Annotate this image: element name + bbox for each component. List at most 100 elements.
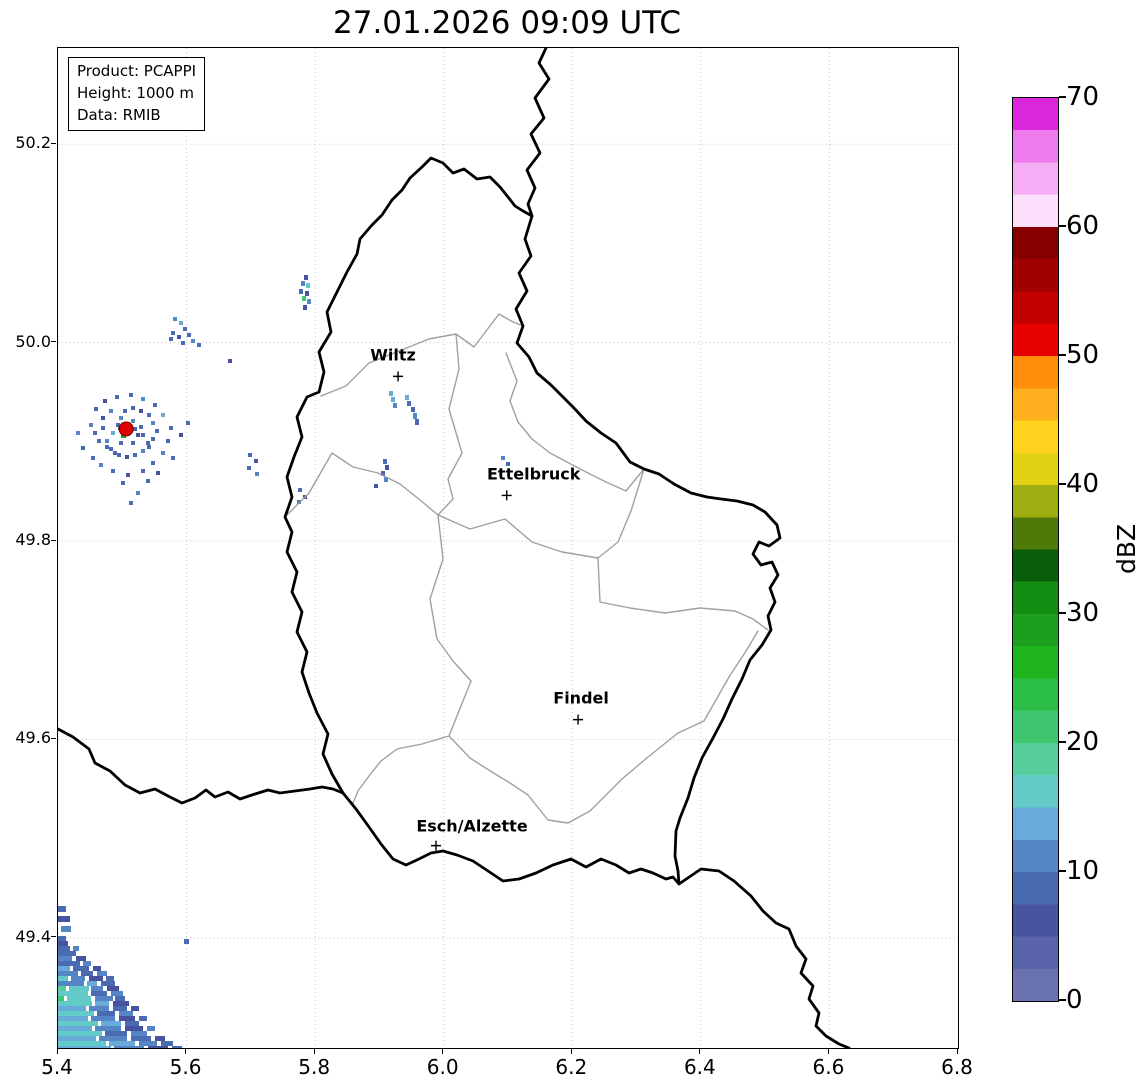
info-data-line: Data: RMIB — [77, 105, 161, 124]
x-tick-label: 5.6 — [169, 1055, 202, 1079]
echo-cell — [58, 1016, 88, 1021]
echo-cell — [405, 395, 409, 400]
echo-cell — [95, 1026, 121, 1031]
echo-cell — [58, 906, 66, 912]
district-borders — [284, 313, 769, 824]
echo-cell — [302, 296, 306, 301]
echo-cell — [106, 976, 114, 981]
echo-cell — [119, 416, 123, 420]
echo-cell — [133, 427, 137, 431]
district-border-path — [437, 468, 645, 559]
echo-cell — [139, 1041, 157, 1046]
echo-cell — [161, 413, 165, 417]
echo-cell — [146, 441, 150, 445]
echo-cell — [105, 439, 109, 443]
x-tick-mark — [570, 1049, 572, 1054]
echo-cell — [187, 333, 191, 337]
echo-cell — [113, 1006, 127, 1011]
x-tick-mark — [56, 1049, 58, 1054]
echo-cell — [248, 453, 252, 457]
country-border-path — [283, 156, 782, 886]
echo-cell — [304, 275, 308, 280]
y-tick-label: 49.4 — [15, 926, 51, 946]
city-plus-marker — [573, 714, 584, 725]
echo-cell — [91, 456, 95, 460]
district-border-path — [448, 630, 759, 824]
echo-cell — [83, 961, 91, 966]
echo-cell — [153, 403, 157, 407]
x-tick-mark — [185, 1049, 187, 1054]
echo-cell — [58, 956, 72, 961]
echo-cell — [89, 423, 93, 427]
echo-cell — [148, 1046, 168, 1048]
echo-cell — [99, 1036, 127, 1041]
echo-cell — [183, 327, 187, 331]
x-tick-label: 6.0 — [426, 1055, 459, 1079]
x-tick-mark — [313, 1049, 315, 1054]
echo-cell — [415, 419, 419, 425]
echo-cell — [119, 1016, 135, 1021]
echo-cell — [58, 1026, 92, 1031]
echo-cell — [125, 1021, 139, 1026]
echo-cell — [255, 472, 259, 476]
echo-cell — [58, 966, 70, 971]
echo-cell — [58, 916, 70, 922]
echo-cell — [129, 393, 133, 397]
colorbar-tick-mark — [1059, 225, 1066, 227]
echo-cell — [177, 335, 181, 339]
echo-cell — [147, 1026, 155, 1031]
echo-cell — [105, 1031, 127, 1036]
radar-echoes — [58, 275, 510, 1048]
echo-cell — [58, 996, 64, 1001]
x-tick-mark — [827, 1049, 829, 1054]
echo-cell — [181, 341, 185, 345]
echo-cell — [151, 461, 155, 465]
echo-cell — [113, 1001, 129, 1006]
district-border-path — [437, 333, 463, 516]
echo-cell — [58, 936, 66, 941]
colorbar-label: dBZ — [1112, 523, 1141, 574]
city-annotations: Wiltz Ettelbruck Findel Esch/Alzette — [370, 345, 609, 851]
colorbar-gradient — [1012, 97, 1059, 1002]
echo-cell — [111, 469, 115, 473]
x-tick-label: 6.8 — [941, 1055, 973, 1079]
echo-cell — [303, 305, 307, 310]
colorbar-tick-label: 40 — [1066, 469, 1100, 499]
echo-cell — [95, 996, 113, 1001]
echo-cell — [58, 991, 88, 996]
echo-cell — [173, 317, 177, 321]
echo-cell — [179, 433, 183, 437]
echo-cell — [179, 321, 183, 325]
echo-cell — [254, 459, 258, 463]
echo-cell — [131, 419, 135, 423]
echo-cell — [117, 453, 121, 457]
echo-cell — [141, 449, 145, 453]
echo-cell — [169, 426, 173, 430]
echo-cell — [125, 455, 129, 459]
echo-cell — [385, 465, 389, 470]
echo-cell — [91, 991, 107, 996]
echo-cell — [58, 1031, 102, 1036]
country-border-path — [677, 867, 851, 1048]
city-plus-marker — [501, 490, 512, 501]
echo-cell — [155, 1036, 165, 1041]
figure-title: 27.01.2026 09:09 UTC — [333, 5, 681, 41]
echo-cell — [147, 413, 151, 417]
echo-cell — [93, 431, 97, 435]
echo-cell — [97, 439, 101, 443]
echo-cell — [58, 1011, 94, 1016]
echo-cell — [76, 956, 86, 961]
district-border-path — [597, 557, 769, 631]
echo-cell — [58, 1046, 111, 1048]
echo-cell — [407, 401, 411, 406]
echo-cell — [58, 951, 76, 956]
echo-cell — [93, 966, 101, 971]
x-tick-mark — [442, 1049, 444, 1054]
echo-cell — [125, 1026, 143, 1031]
echo-cell — [107, 986, 119, 991]
echo-cell — [109, 447, 113, 451]
colorbar-tick-mark — [1059, 999, 1066, 1001]
colorbar-tick-mark — [1059, 354, 1066, 356]
district-border-path — [352, 735, 450, 804]
echo-cell — [141, 433, 145, 437]
